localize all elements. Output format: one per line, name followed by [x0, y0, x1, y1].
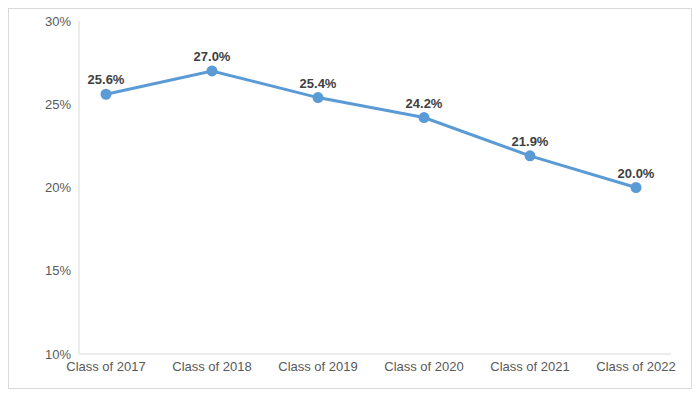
svg-text:25.6%: 25.6% — [88, 72, 125, 87]
svg-text:Class of 2018: Class of 2018 — [172, 359, 252, 374]
svg-text:20.0%: 20.0% — [618, 166, 655, 181]
svg-text:15%: 15% — [45, 263, 71, 278]
svg-text:Class of 2022: Class of 2022 — [596, 359, 676, 374]
svg-text:24.2%: 24.2% — [406, 96, 443, 111]
svg-text:25%: 25% — [45, 97, 71, 112]
svg-text:Class of 2021: Class of 2021 — [490, 359, 570, 374]
svg-text:27.0%: 27.0% — [194, 49, 231, 64]
svg-text:Class of 2019: Class of 2019 — [278, 359, 358, 374]
svg-text:25.4%: 25.4% — [300, 76, 337, 91]
svg-text:Class of 2020: Class of 2020 — [384, 359, 464, 374]
svg-text:Class of 2017: Class of 2017 — [66, 359, 146, 374]
svg-text:21.9%: 21.9% — [512, 134, 549, 149]
svg-text:20%: 20% — [45, 180, 71, 195]
svg-text:30%: 30% — [45, 14, 71, 29]
svg-text:10%: 10% — [45, 347, 71, 362]
